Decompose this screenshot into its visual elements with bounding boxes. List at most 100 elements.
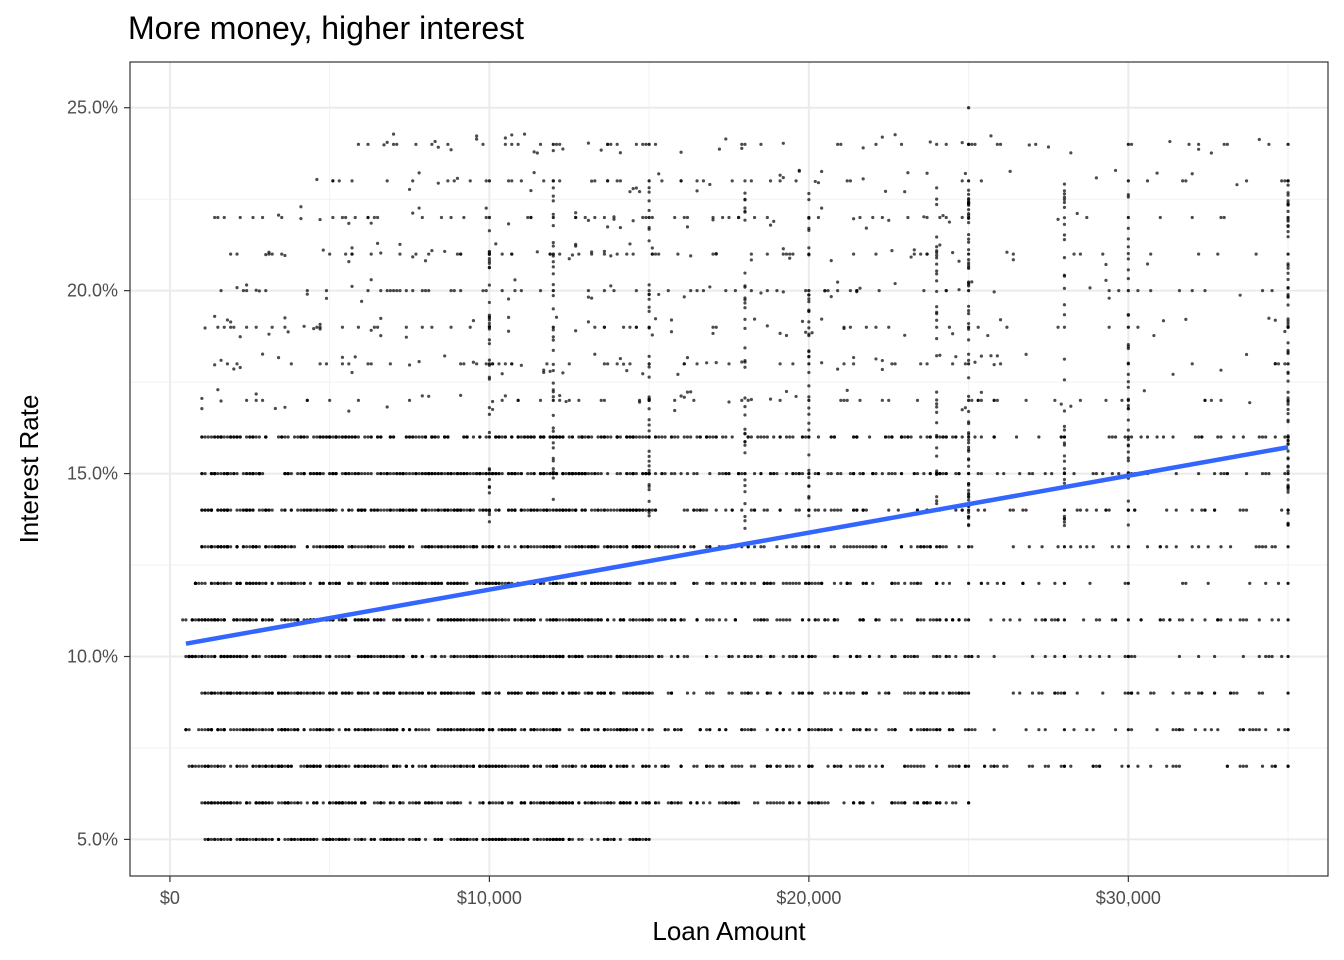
data-point bbox=[427, 394, 431, 398]
data-point bbox=[420, 325, 424, 329]
data-point bbox=[612, 728, 616, 732]
data-point bbox=[743, 471, 747, 476]
data-point bbox=[922, 545, 926, 549]
data-point bbox=[970, 728, 974, 732]
data-point bbox=[551, 179, 555, 183]
data-point bbox=[350, 179, 354, 183]
data-point bbox=[538, 435, 543, 439]
data-point bbox=[292, 545, 297, 549]
data-point bbox=[375, 325, 380, 329]
data-point bbox=[551, 837, 555, 842]
data-point bbox=[689, 254, 693, 258]
data-point bbox=[449, 289, 453, 293]
data-point bbox=[781, 728, 785, 732]
data-point bbox=[714, 508, 718, 512]
data-point bbox=[232, 325, 236, 329]
data-point bbox=[590, 471, 594, 476]
data-point bbox=[1088, 581, 1092, 585]
data-point bbox=[436, 728, 440, 732]
data-point bbox=[925, 362, 929, 366]
data-point bbox=[922, 728, 926, 732]
data-point bbox=[241, 728, 246, 732]
data-point bbox=[510, 252, 514, 256]
data-point bbox=[209, 764, 214, 768]
data-point bbox=[954, 471, 958, 476]
data-point bbox=[1280, 654, 1284, 659]
data-point bbox=[356, 545, 361, 549]
data-point bbox=[768, 397, 773, 401]
data-point bbox=[1286, 545, 1290, 549]
data-point bbox=[404, 618, 408, 622]
data-point bbox=[682, 508, 686, 512]
data-point bbox=[979, 390, 983, 394]
data-point bbox=[1107, 654, 1111, 659]
data-point bbox=[561, 618, 565, 622]
data-point bbox=[439, 581, 444, 585]
data-point bbox=[673, 398, 677, 403]
data-point bbox=[896, 801, 900, 805]
data-point bbox=[289, 837, 293, 842]
data-point bbox=[455, 654, 460, 659]
data-point bbox=[267, 508, 271, 512]
data-point bbox=[778, 435, 782, 439]
data-point bbox=[1209, 151, 1213, 155]
data-point bbox=[944, 471, 948, 476]
data-point bbox=[679, 150, 683, 154]
data-point bbox=[225, 362, 230, 366]
data-point bbox=[1142, 389, 1146, 393]
data-point bbox=[791, 654, 795, 659]
data-point bbox=[1257, 618, 1261, 622]
data-point bbox=[1053, 618, 1057, 622]
data-point bbox=[839, 764, 843, 768]
data-point bbox=[315, 728, 319, 732]
data-point bbox=[510, 728, 514, 732]
data-point bbox=[356, 508, 361, 512]
data-point bbox=[842, 801, 846, 805]
data-point bbox=[353, 435, 357, 439]
data-point bbox=[459, 801, 463, 805]
data-point bbox=[353, 471, 357, 476]
data-point bbox=[826, 289, 830, 293]
data-point bbox=[344, 215, 348, 220]
data-point bbox=[596, 654, 600, 659]
data-point bbox=[462, 581, 466, 585]
data-point bbox=[1171, 728, 1175, 732]
data-point bbox=[308, 837, 313, 842]
data-point bbox=[439, 618, 444, 622]
data-point bbox=[612, 508, 616, 512]
data-point bbox=[379, 508, 383, 512]
data-point bbox=[657, 801, 661, 805]
data-point bbox=[360, 618, 364, 622]
data-point bbox=[551, 244, 555, 248]
minor-grid bbox=[130, 62, 1328, 876]
data-point bbox=[682, 295, 686, 299]
data-point bbox=[1177, 654, 1182, 659]
data-point bbox=[749, 508, 753, 512]
data-point bbox=[804, 289, 808, 293]
data-point bbox=[443, 764, 447, 768]
data-point bbox=[912, 801, 916, 805]
data-point bbox=[673, 618, 677, 622]
data-point bbox=[992, 728, 996, 732]
data-point bbox=[513, 278, 517, 282]
data-point bbox=[369, 435, 373, 439]
data-point bbox=[644, 801, 648, 805]
data-point bbox=[468, 691, 472, 695]
data-point bbox=[443, 508, 447, 512]
data-point bbox=[951, 362, 955, 366]
data-point bbox=[1228, 691, 1233, 695]
data-point bbox=[752, 508, 757, 512]
data-point bbox=[919, 435, 923, 439]
data-point bbox=[743, 142, 747, 146]
data-point bbox=[938, 215, 942, 220]
data-point bbox=[487, 229, 491, 233]
data-point bbox=[727, 362, 731, 366]
data-point bbox=[251, 618, 255, 622]
data-point bbox=[248, 471, 252, 476]
data-point bbox=[730, 581, 734, 585]
data-point bbox=[331, 581, 335, 585]
data-point bbox=[890, 728, 894, 732]
data-point bbox=[203, 691, 207, 695]
data-point bbox=[586, 801, 591, 805]
data-point bbox=[813, 654, 817, 659]
